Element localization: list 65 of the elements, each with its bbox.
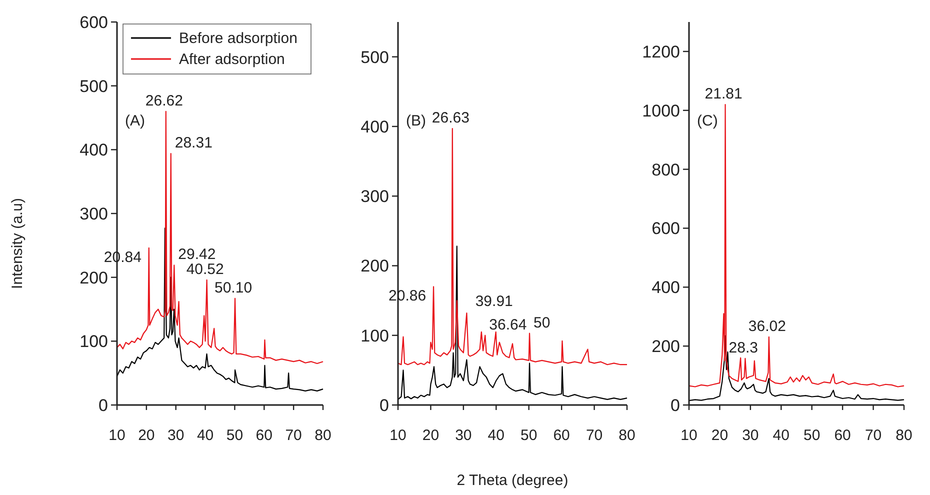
x-tick-label: 20	[138, 427, 155, 444]
y-tick-label: 100	[80, 332, 108, 352]
x-tick-label: 30	[742, 427, 759, 444]
annotation: 40.52	[186, 260, 224, 278]
x-tick-label: 60	[553, 427, 570, 444]
annotation: (B)	[406, 112, 426, 130]
y-tick-label: 400	[80, 140, 108, 160]
y-tick-label: 1200	[642, 42, 680, 62]
annotation: 29.42	[178, 246, 216, 264]
x-tick-label: 20	[711, 427, 728, 444]
y-tick-label: 100	[360, 326, 389, 346]
x-tick-label: 40	[196, 427, 214, 444]
annotation: 26.63	[432, 110, 470, 127]
x-tick-label: 50	[520, 427, 538, 444]
y-tick-label: 500	[80, 76, 108, 96]
line-series	[688, 104, 905, 388]
y-tick-label: 200	[360, 256, 389, 276]
y-axis-title: Intensity (a.u)	[9, 198, 26, 289]
x-tick-label: 50	[226, 427, 244, 444]
y-tick-label: 0	[670, 396, 680, 415]
y-tick-label: 400	[652, 278, 680, 298]
x-tick-label: 20	[422, 427, 440, 444]
x-tick-label: 80	[618, 427, 636, 444]
x-tick-label: 60	[256, 427, 272, 444]
annotation: 28.3	[728, 339, 758, 356]
y-tick-label: 600	[652, 219, 680, 238]
annotation: 21.81	[704, 85, 742, 102]
x-tick-label: 70	[586, 427, 603, 444]
annotation: 36.64	[489, 316, 527, 334]
y-tick-label: 0	[380, 396, 389, 415]
x-tick-label: 10	[680, 427, 698, 444]
x-axis-title: 2 Theta (degree)	[456, 472, 568, 489]
legend-label: Before adsorption	[179, 30, 298, 47]
x-tick-label: 10	[390, 427, 406, 444]
y-tick-label: 200	[80, 268, 108, 288]
x-tick-label: 70	[285, 427, 302, 444]
y-tick-label: 500	[360, 48, 389, 67]
y-tick-label: 300	[360, 187, 389, 206]
y-tick-label: 600	[80, 13, 108, 32]
annotation: 39.91	[475, 292, 513, 310]
y-tick-label: 400	[360, 117, 389, 136]
annotation: 50	[534, 314, 550, 332]
annotation: 50.10	[214, 279, 252, 296]
x-tick-label: 30	[168, 427, 184, 444]
annotation: 26.62	[145, 92, 183, 110]
x-tick-label: 30	[455, 427, 472, 444]
legend-label: After adsorption	[179, 51, 285, 68]
y-tick-label: 200	[652, 337, 680, 356]
y-tick-label: 1000	[642, 101, 680, 120]
y-tick-label: 300	[80, 204, 108, 224]
y-tick-label: 0	[98, 396, 108, 415]
x-tick-label: 40	[488, 427, 504, 444]
annotation: (A)	[125, 112, 145, 130]
annotation: (C)	[697, 112, 718, 130]
x-tick-label: 80	[896, 427, 912, 444]
x-tick-label: 40	[772, 427, 790, 444]
y-tick-label: 800	[652, 160, 680, 180]
x-tick-label: 50	[804, 427, 820, 444]
x-tick-label: 60	[834, 427, 851, 444]
x-tick-label: 70	[864, 427, 882, 444]
x-tick-label: 10	[108, 427, 126, 444]
x-tick-label: 80	[314, 427, 332, 444]
annotation: 36.02	[748, 318, 786, 335]
annotation: 28.31	[174, 134, 212, 152]
line-series	[688, 335, 905, 402]
